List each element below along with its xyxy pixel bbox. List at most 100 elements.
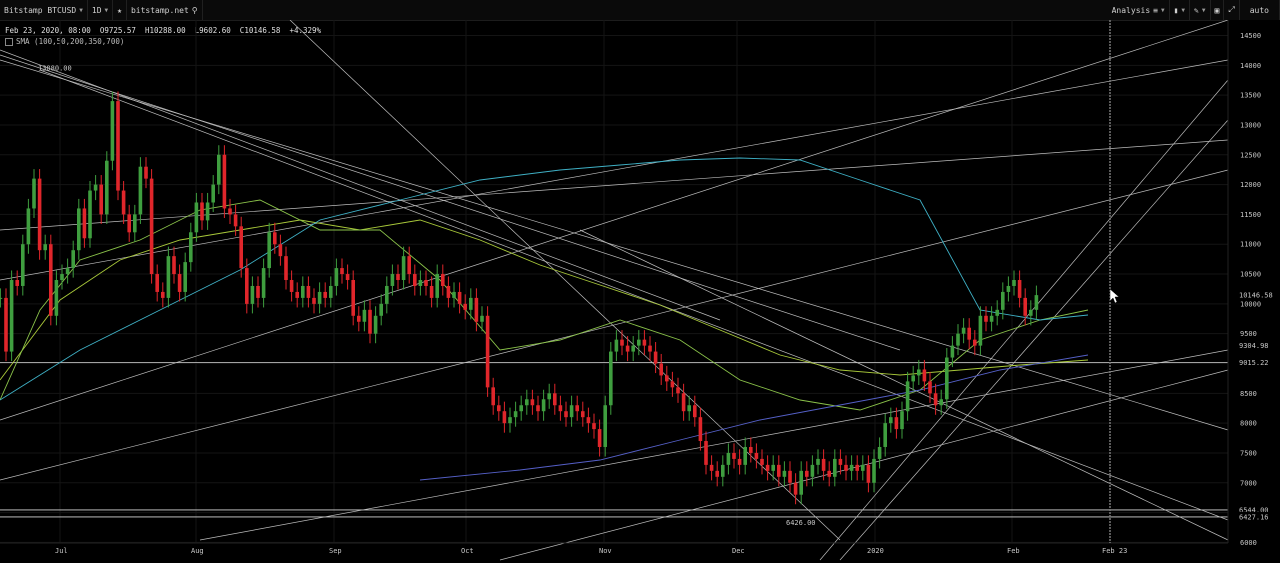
candle-body [765,464,770,471]
candle-body [284,256,288,281]
save-button[interactable]: ▣ [1211,0,1225,20]
sma-100-line [0,219,1089,381]
expand-icon: ⤢ [1228,5,1235,14]
candle-body [849,464,854,471]
candle-body [379,303,383,316]
interval-selector[interactable]: 1D ▼ [88,0,114,20]
candle-body [144,166,148,179]
candle-body [228,208,232,215]
candle-body [166,256,171,298]
candle-body [373,315,378,334]
candle-body [194,202,199,233]
candle-body [245,268,249,304]
sma-lines [0,157,1089,481]
candle-body [1017,280,1022,298]
grid [0,20,1228,543]
candle-body [485,315,490,388]
chevron-down-icon: ▼ [1181,6,1186,14]
price-label-background [1229,511,1280,522]
candle-body [967,327,971,340]
candle-body [726,452,731,465]
trendline[interactable] [0,49,721,321]
scale-mode-button[interactable]: auto [1240,0,1280,20]
scale-mode-label: auto [1249,5,1269,15]
trendline[interactable] [0,59,1229,281]
candle-body [189,232,193,263]
candle-body [256,285,260,298]
candle-body [541,399,546,412]
sma-200-line [0,157,1089,401]
trendline[interactable] [0,139,1229,231]
trendline[interactable] [579,229,1229,541]
candle-body [295,291,299,298]
favorite-button[interactable]: ★ [113,0,127,20]
candle-body [614,339,619,352]
trendline[interactable] [0,59,1229,431]
candle-body [665,375,669,382]
candle-body [564,411,568,418]
price-label-background [1229,290,1280,301]
candle-body [9,280,14,352]
candle-body [452,291,456,298]
symbol-selector[interactable]: Bitstamp BTCUSD ▼ [0,0,88,20]
candle-body [217,154,221,185]
price-marker-label: 9304.98 [1239,342,1269,350]
site-link[interactable]: bitstamp.net ⚲ [127,0,203,20]
trendline[interactable] [819,79,1229,561]
candle-body [183,262,187,292]
trendline[interactable] [0,169,1229,481]
price-label-background [1229,357,1280,368]
trendline[interactable] [0,20,1229,421]
candle-body [65,268,70,275]
price-tick-label: 11500 [1240,211,1261,219]
candles [0,91,1039,505]
price-marker-label: 9015.22 [1239,359,1269,367]
candle-body [872,458,876,483]
candle-body [793,482,798,495]
candle-body [917,369,921,376]
annotations: 13880.00 6426.00 [38,64,816,527]
candle-body [653,351,658,364]
candle-body [233,214,238,227]
price-tick-label: 12500 [1240,151,1261,159]
price-axis[interactable] [1228,20,1280,543]
fullscreen-button[interactable]: ⤢ [1224,0,1240,20]
candle-body [956,333,960,346]
candle-body [88,190,92,239]
price-tick-label: 8500 [1240,390,1257,398]
candle-body [1029,309,1033,316]
candle-body [536,405,540,412]
candle-body [71,250,75,269]
candle-body [323,291,327,298]
candle-body [418,280,423,286]
candle-body [340,268,344,275]
candle-body [205,202,210,221]
candle-body [928,381,932,394]
trendline[interactable] [289,20,841,541]
candle-body [989,315,994,322]
candle-body [1023,297,1027,316]
price-chart[interactable]: 13880.00 6426.00 14500 14000 13500 13000 1250… [0,20,1280,563]
candle-body [273,232,277,245]
trendline[interactable] [199,349,1229,541]
candle-body [659,363,663,376]
candle-body [721,464,725,477]
candles-icon: ▮ [1173,5,1179,15]
trendline[interactable] [839,119,1229,561]
candle-body [0,297,3,299]
time-tick-label: Feb 23 [1102,547,1127,555]
trendline[interactable] [0,54,901,351]
candle-body [441,274,445,286]
chart-type-menu[interactable]: ▮ ▼ [1170,0,1191,20]
candle-body [569,405,574,418]
link-icon: ⚲ [191,5,198,15]
candle-body [805,470,809,477]
candle-body [177,274,182,292]
analysis-menu[interactable]: Analysis ≡ ▼ [1108,0,1170,20]
candle-body [525,399,529,406]
candle-body [435,274,439,298]
candle-body [457,291,462,304]
visibility-toggle-icon[interactable] [5,37,13,46]
drawing-menu[interactable]: ✎ ▼ [1190,0,1211,20]
candle-body [407,256,411,275]
